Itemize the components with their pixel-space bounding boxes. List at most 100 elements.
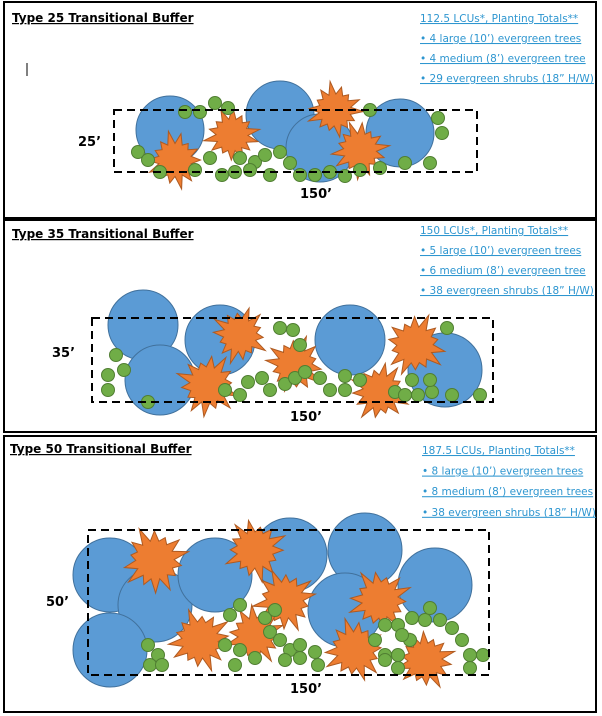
panel-title: Type 50 Transitional Buffer — [10, 442, 192, 456]
shrub — [293, 168, 307, 182]
medium-tree — [323, 616, 383, 682]
planting-item: • 5 large (10’) evergreen trees — [420, 245, 581, 257]
planting-item: • 29 evergreen shrubs (18” H/W) — [420, 73, 594, 85]
shrub — [263, 168, 277, 182]
shrub — [378, 618, 392, 632]
shrub — [178, 105, 192, 119]
shrub — [228, 658, 242, 672]
shrub — [293, 638, 307, 652]
buffer-length: 150’ — [290, 682, 322, 697]
planting-item: • 8 large (10’) evergreen trees — [422, 466, 583, 478]
shrub — [278, 653, 292, 667]
medium-tree — [224, 518, 287, 584]
planting-item: • 6 medium (8’) evergreen tree — [420, 265, 586, 277]
shrub — [423, 601, 437, 615]
planting-item: • 38 evergreen shrubs (18” H/W) — [422, 507, 596, 519]
shrub — [425, 385, 439, 399]
buffer-length: 150’ — [290, 410, 322, 425]
shrub — [435, 126, 449, 140]
panel-border — [3, 219, 597, 433]
shrub — [233, 388, 247, 402]
shrub — [308, 168, 322, 182]
shrub — [109, 348, 123, 362]
shrub — [440, 321, 454, 335]
shrub — [391, 661, 405, 675]
shrub — [298, 365, 312, 379]
planting-item: • 38 evergreen shrubs (18” H/W) — [420, 285, 594, 297]
shrub — [263, 625, 277, 639]
shrub — [476, 648, 490, 662]
medium-tree — [394, 629, 457, 689]
shrub — [188, 163, 202, 177]
shrub — [233, 643, 247, 657]
shrub — [101, 383, 115, 397]
shrub — [263, 383, 277, 397]
shrub — [286, 323, 300, 337]
planting-item: • 4 medium (8’) evergreen tree — [420, 53, 586, 65]
medium-tree — [122, 527, 191, 595]
shrub — [155, 658, 169, 672]
shrub — [353, 163, 367, 177]
large-tree — [177, 537, 253, 613]
shrub — [101, 368, 115, 382]
shrub — [255, 371, 269, 385]
shrub — [338, 383, 352, 397]
shrub — [395, 628, 409, 642]
shrub — [418, 613, 432, 627]
buffer-outline — [87, 529, 490, 676]
shrub — [117, 363, 131, 377]
shrub — [141, 638, 155, 652]
shrub — [143, 658, 157, 672]
shrub — [273, 145, 287, 159]
shrub — [258, 611, 272, 625]
shrub — [338, 369, 352, 383]
shrub — [258, 148, 272, 162]
medium-tree — [201, 105, 262, 164]
panel-title: Type 35 Transitional Buffer — [12, 227, 194, 241]
shrub — [233, 598, 247, 612]
buffer-depth: 35’ — [52, 346, 75, 361]
shrub — [433, 613, 447, 627]
shrub — [243, 163, 257, 177]
shrub — [248, 651, 262, 665]
shrub — [455, 633, 469, 647]
shrub — [233, 151, 247, 165]
shrub — [431, 111, 445, 125]
planting-item: • 4 large (10’) evergreen trees — [420, 33, 581, 45]
large-tree — [314, 304, 386, 376]
planting-totals: 150 LCUs*, Planting Totals** — [420, 225, 568, 237]
planting-item: • 8 medium (8’) evergreen trees — [422, 486, 593, 498]
shrub — [273, 633, 287, 647]
planting-layout — [72, 512, 490, 689]
buffer-length: 150’ — [300, 187, 332, 202]
shrub — [311, 658, 325, 672]
buffer-outline — [91, 317, 494, 403]
buffer-depth: 25’ — [78, 135, 101, 150]
shrub — [218, 383, 232, 397]
medium-tree — [387, 313, 447, 376]
shrub — [273, 321, 287, 335]
shrub — [423, 156, 437, 170]
shrub — [131, 145, 145, 159]
shrub — [463, 648, 477, 662]
large-tree — [124, 344, 196, 416]
buffer-depth: 50’ — [46, 595, 69, 610]
shrub — [353, 373, 367, 387]
shrub — [293, 651, 307, 665]
shrub — [368, 633, 382, 647]
shrub — [193, 105, 207, 119]
shrub — [445, 388, 459, 402]
shrub — [391, 648, 405, 662]
shrub — [208, 96, 222, 110]
shrub — [241, 375, 255, 389]
buffer-outline — [113, 109, 478, 173]
planting-totals: 187.5 LCUs, Planting Totals** — [422, 445, 575, 457]
shrub — [218, 638, 232, 652]
shrub — [221, 101, 235, 115]
shrub — [293, 338, 307, 352]
shrub — [203, 151, 217, 165]
panel-border — [3, 1, 597, 219]
medium-tree — [329, 120, 392, 182]
planting-layout — [101, 289, 487, 419]
